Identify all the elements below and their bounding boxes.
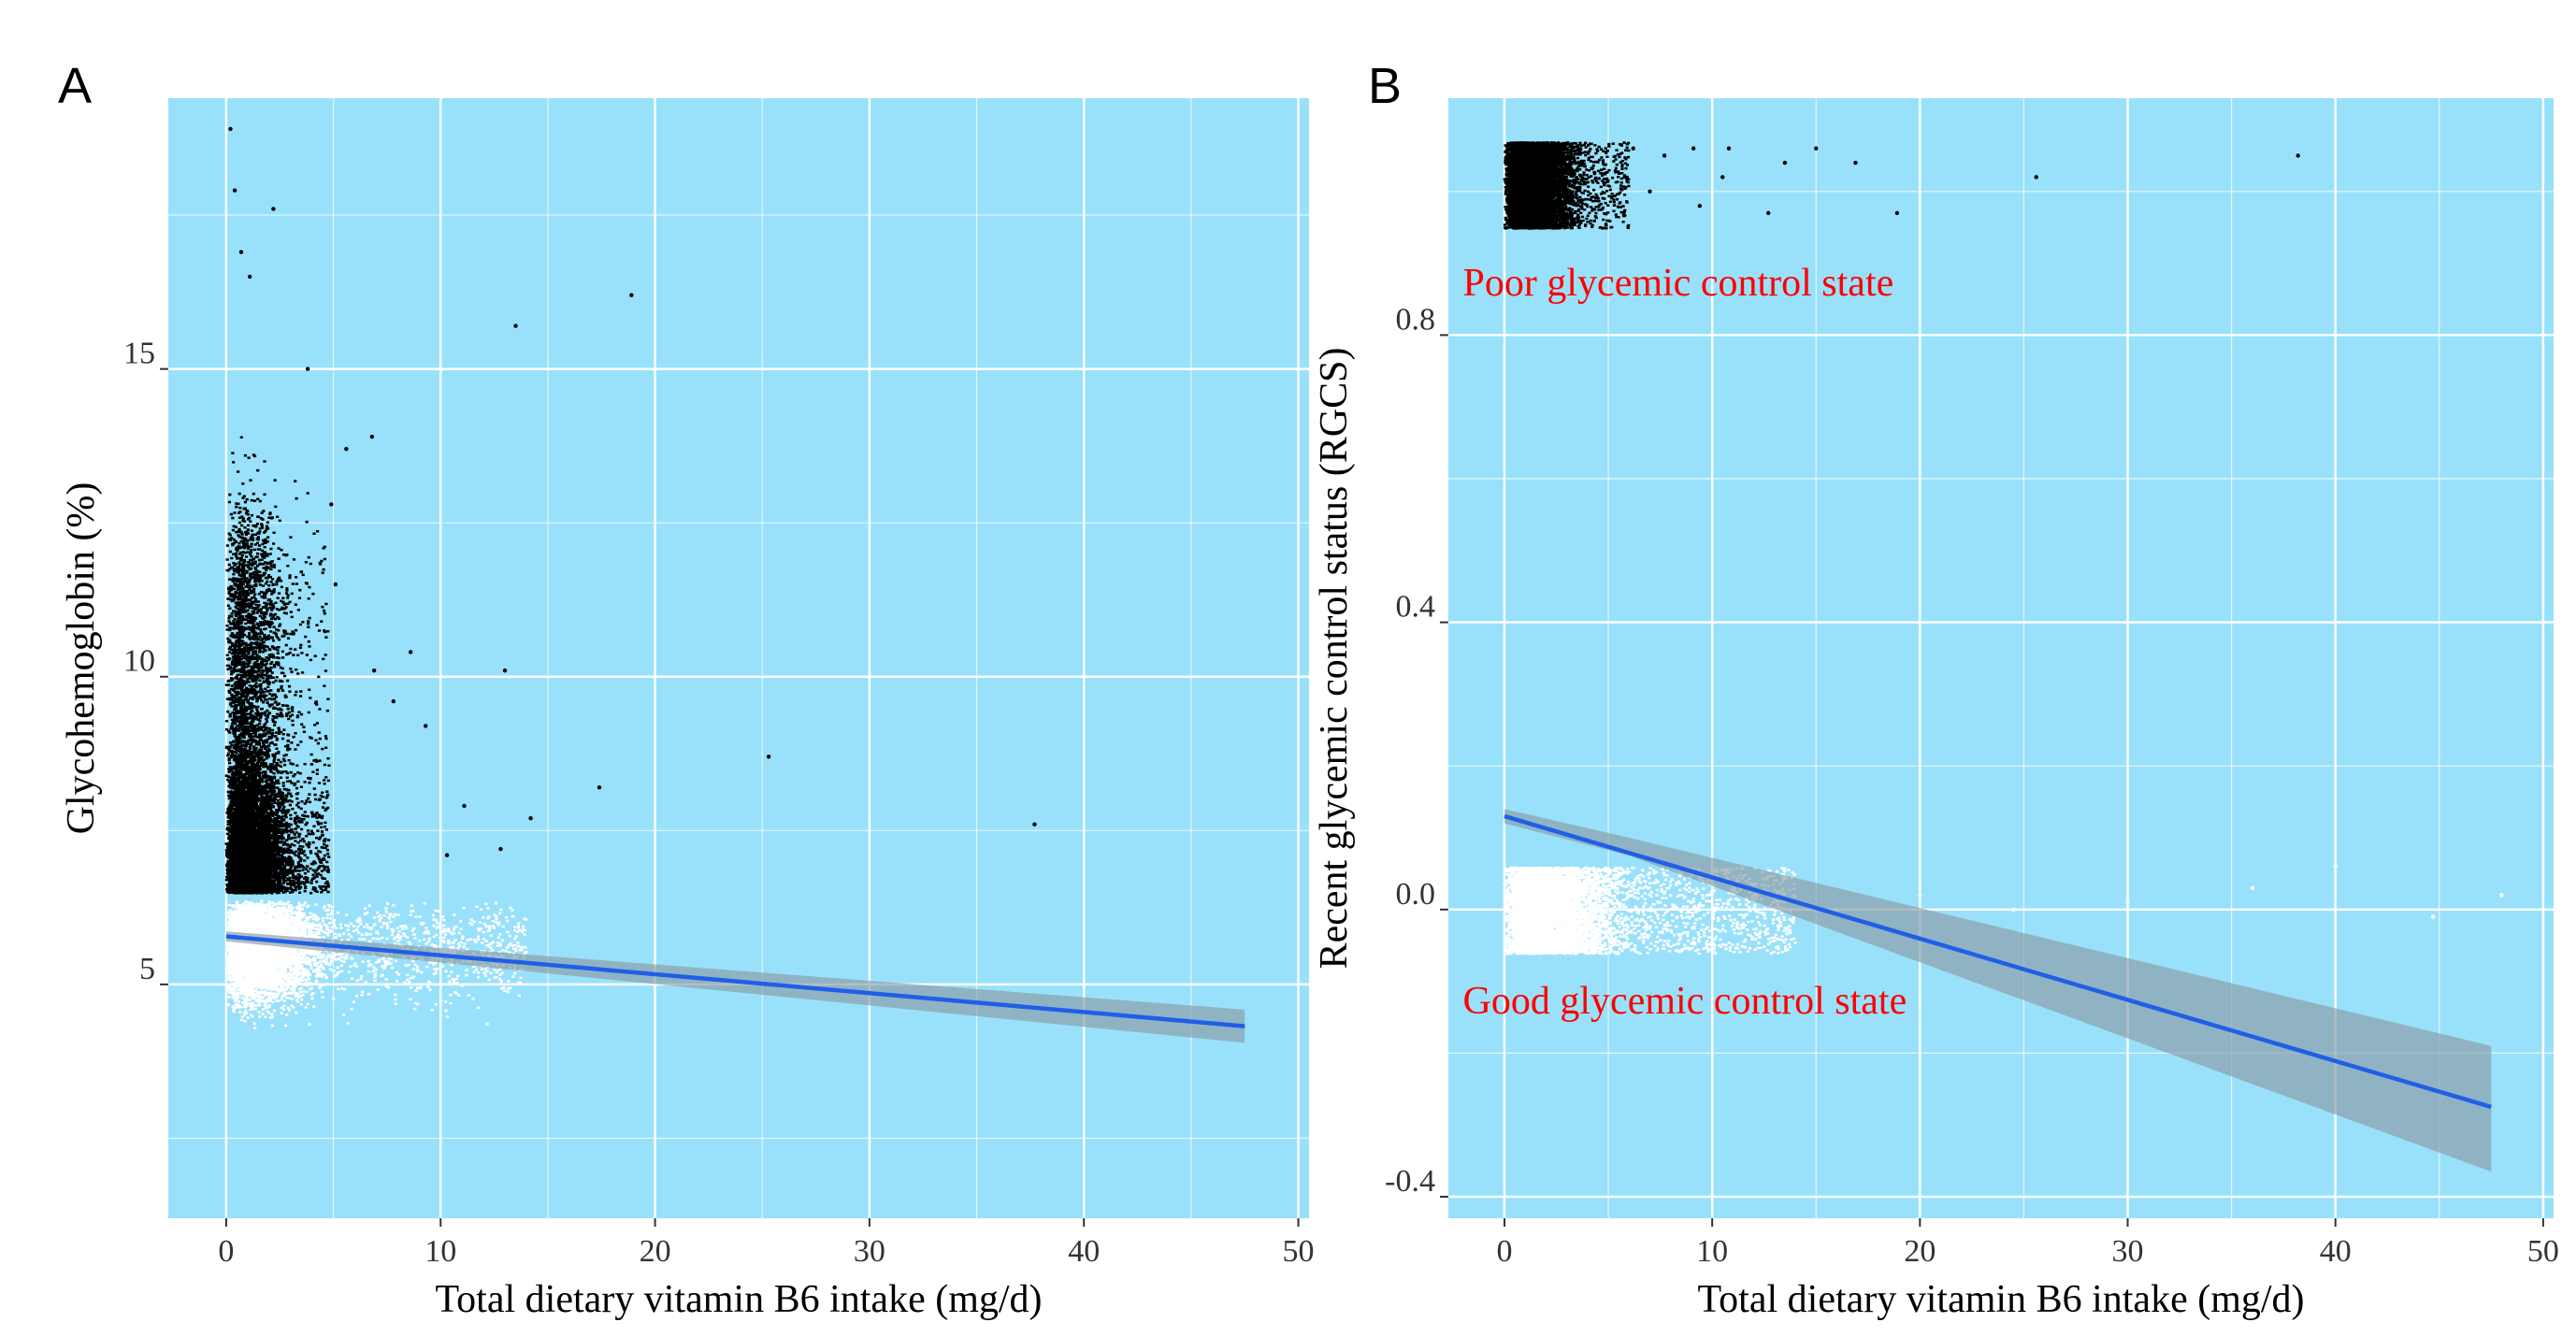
panel-a-gridlines (168, 98, 1309, 1218)
x-tick-label: 50 (1283, 1234, 1315, 1269)
panel-b-gridlines (1448, 98, 2554, 1218)
panel-b-confidence-band (1504, 809, 2492, 1172)
x-tick-label: 0 (1496, 1234, 1512, 1269)
outlier-point (528, 815, 533, 821)
outlier-point (1918, 893, 1922, 898)
outlier-point (2430, 914, 2436, 919)
x-tick-label: 10 (1696, 1234, 1728, 1269)
outlier-point (1631, 146, 1635, 151)
panel-a-x-tick-labels: 0 10 20 30 40 50 (218, 1234, 1314, 1269)
outlier-point (271, 207, 276, 211)
outlier-point (333, 582, 338, 587)
y-tick-label: 15 (123, 337, 155, 371)
outlier-point (597, 785, 602, 790)
y-tick-label: 0.4 (1396, 590, 1436, 625)
panel-a-letter: A (58, 58, 92, 114)
y-tick-label: 0.8 (1396, 302, 1436, 337)
x-tick-label: 30 (854, 1234, 885, 1269)
panel-b-poor-control-points (1503, 141, 1631, 230)
outlier-point (1726, 146, 1732, 151)
outlier-point (502, 668, 508, 673)
panel-a-y-axis-title: Glycohemoglobin (%) (60, 482, 103, 835)
panel-a-x-axis-title: Total dietary vitamin B6 intake (mg/d) (435, 1278, 1042, 1321)
outlier-point (344, 446, 349, 452)
x-tick-label: 0 (218, 1234, 234, 1269)
outlier-point (462, 803, 467, 809)
outlier-point (391, 698, 396, 704)
outlier-point (1782, 160, 1788, 165)
good-control-annotation: Good glycemic control state (1463, 980, 1907, 1023)
panel-a-high-points (224, 436, 331, 895)
outlier-point (2333, 864, 2338, 869)
x-tick-label: 10 (425, 1234, 456, 1269)
point-cloud-dark (224, 436, 331, 895)
y-tick-label: -0.4 (1385, 1164, 1435, 1199)
outlier-point (369, 434, 375, 439)
outlier-point (228, 126, 233, 132)
panel-b-letter: B (1368, 58, 1402, 114)
y-tick-label: 5 (139, 952, 155, 986)
outlier-point (1032, 822, 1037, 827)
outlier-point (2250, 885, 2255, 890)
panel-a-outlier-points (228, 126, 1037, 857)
x-tick-label: 20 (640, 1234, 671, 1269)
panel-b-fit-line (1504, 813, 2492, 1110)
panel-a-low-points (224, 899, 528, 1029)
outlier-point (371, 668, 377, 673)
poor-control-annotation: Poor glycemic control state (1463, 262, 1894, 305)
outlier-point (629, 293, 634, 297)
outlier-point (408, 650, 413, 654)
panel-a-y-tick-labels: 5 10 15 (123, 337, 155, 986)
outlier-point (1853, 160, 1858, 165)
outlier-point (766, 755, 771, 759)
outlier-point (1894, 210, 1900, 216)
x-tick-label: 40 (1068, 1234, 1100, 1269)
outlier-point (1814, 146, 1819, 151)
outlier-point (238, 250, 244, 254)
panel-b-good-control-points (1503, 866, 1797, 956)
outlier-point (1691, 146, 1696, 151)
panel-b: B 0 10 20 30 40 50 -0.4 0.0 0.4 0.8 Poor glycemi… (1313, 58, 2559, 1321)
outlier-point (513, 323, 518, 328)
outlier-point (1720, 175, 1725, 180)
outlier-point (2295, 153, 2300, 158)
y-tick-label: 0.0 (1396, 877, 1436, 912)
panel-a-tick-marks (160, 367, 1300, 1227)
outlier-point (444, 853, 450, 857)
outlier-point (247, 274, 252, 280)
panel-b-x-tick-labels: 0 10 20 30 40 50 (1496, 1234, 2558, 1269)
panel-b-y-tick-labels: -0.4 0.0 0.4 0.8 (1385, 302, 1435, 1199)
point-cloud-light (1503, 866, 1797, 956)
outlier-point (1648, 189, 1652, 194)
outlier-point (232, 188, 237, 193)
outlier-point (2034, 175, 2038, 180)
point-cloud-dark (1503, 141, 1631, 230)
y-tick-label: 10 (123, 644, 155, 679)
panel-a-fit-line (225, 934, 1245, 1028)
outlier-point (2011, 907, 2016, 912)
outlier-point (1662, 153, 1667, 158)
panel-b-y-axis-title: Recent glycemic control status (RGCS) (1313, 348, 1356, 970)
x-tick-label: 20 (1904, 1234, 1936, 1269)
outlier-point (329, 502, 334, 507)
point-cloud-light (224, 899, 528, 1029)
outlier-point (498, 846, 503, 852)
panel-b-tick-marks (1440, 334, 2544, 1227)
panel-a-plot-area (168, 98, 1309, 1218)
outlier-point (2125, 899, 2130, 905)
outlier-point (1765, 210, 1771, 216)
x-tick-label: 50 (2527, 1234, 2559, 1269)
panel-a: A 0 10 20 30 40 50 5 10 15 Total dietary vitami… (58, 58, 1315, 1321)
outlier-point (423, 724, 428, 728)
outlier-point (2499, 893, 2504, 898)
outlier-point (1697, 203, 1703, 208)
x-tick-label: 40 (2320, 1234, 2352, 1269)
panel-b-x-axis-title: Total dietary vitamin B6 intake (mg/d) (1697, 1278, 2304, 1321)
x-tick-label: 30 (2112, 1234, 2144, 1269)
outlier-point (305, 367, 310, 371)
